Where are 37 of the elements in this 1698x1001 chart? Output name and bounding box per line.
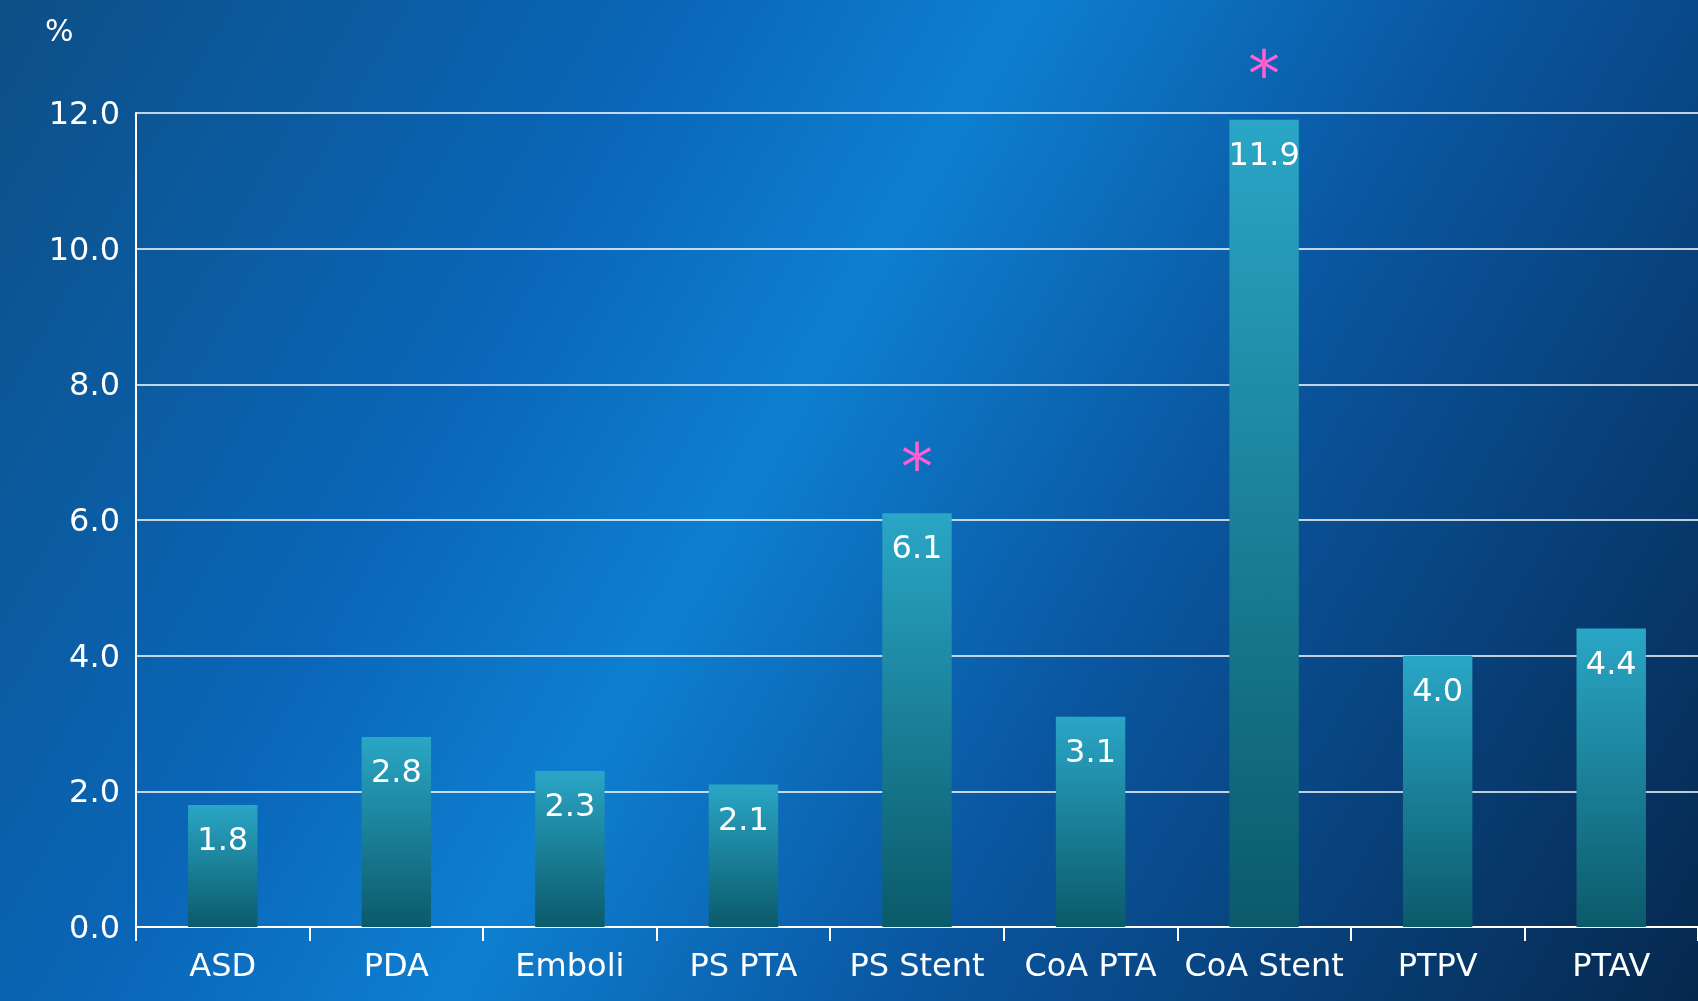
data-label: 1.8 (197, 819, 249, 858)
bar (361, 737, 432, 927)
data-label: 4.0 (1412, 670, 1464, 709)
x-tick-label: CoA Stent (1184, 946, 1344, 984)
data-label: 4.4 (1585, 643, 1637, 682)
y-tick-label: 6.0 (69, 501, 120, 539)
bar (1576, 628, 1646, 927)
annotation: * (1248, 36, 1281, 111)
x-tick-label: CoA PTA (1024, 946, 1157, 984)
x-tick-label: PDA (363, 946, 430, 984)
annotation: * (901, 430, 933, 505)
bar (188, 804, 258, 927)
data-label: 2.3 (544, 785, 596, 824)
x-tick-label: PTAV (1572, 946, 1651, 984)
data-label: 2.8 (370, 752, 422, 791)
x-tick-label: Emboli (515, 946, 625, 984)
bar (1402, 655, 1473, 927)
y-tick-label: 0.0 (69, 908, 120, 946)
x-tick-label: ASD (189, 946, 257, 984)
bar (708, 784, 779, 927)
y-tick-label: 8.0 (69, 365, 120, 404)
y-tick-label: 2.0 (69, 772, 120, 811)
y-axis-title: % (45, 12, 74, 48)
data-label: 2.1 (718, 799, 769, 838)
data-label: 3.1 (1065, 731, 1116, 770)
bar (535, 770, 605, 927)
bar (882, 513, 952, 927)
y-tick-label: 12.0 (48, 94, 120, 132)
x-tick-label: PTPV (1397, 946, 1478, 984)
bar (1055, 716, 1126, 927)
data-label: 6.1 (891, 528, 943, 567)
bar (1229, 119, 1299, 927)
y-tick-label: 10.0 (48, 229, 120, 268)
x-tick-label: PS PTA (689, 946, 798, 984)
x-tick-label: PS Stent (849, 946, 985, 984)
y-tick-label: 4.0 (69, 636, 120, 675)
data-label: 11.9 (1228, 134, 1300, 173)
